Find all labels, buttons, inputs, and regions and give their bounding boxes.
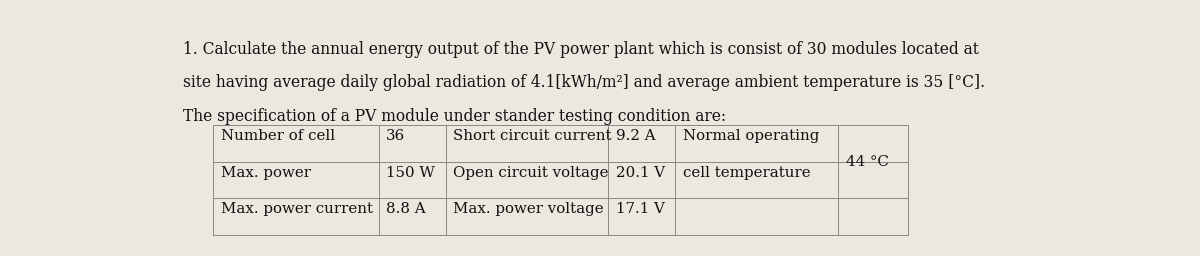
Text: 150 W: 150 W: [386, 166, 434, 180]
Text: Normal operating: Normal operating: [683, 129, 820, 143]
Text: Short circuit current: Short circuit current: [454, 129, 612, 143]
Text: 9.2 A: 9.2 A: [616, 129, 655, 143]
Text: 36: 36: [386, 129, 406, 143]
Text: 17.1 V: 17.1 V: [616, 202, 665, 216]
Text: Number of cell: Number of cell: [221, 129, 335, 143]
Text: 20.1 V: 20.1 V: [616, 166, 665, 180]
Text: 8.8 A: 8.8 A: [386, 202, 426, 216]
Text: Open circuit voltage: Open circuit voltage: [454, 166, 608, 180]
Text: The specification of a PV module under stander testing condition are:: The specification of a PV module under s…: [182, 108, 726, 125]
Text: site having average daily global radiation of 4.1[kWh/m²] and average ambient te: site having average daily global radiati…: [182, 74, 985, 91]
Text: 44 °C: 44 °C: [846, 155, 888, 169]
Text: Max. power: Max. power: [221, 166, 311, 180]
Text: 1. Calculate the annual energy output of the PV power plant which is consist of : 1. Calculate the annual energy output of…: [182, 41, 978, 58]
Text: Max. power voltage: Max. power voltage: [454, 202, 604, 216]
Text: Max. power current: Max. power current: [221, 202, 373, 216]
Text: cell temperature: cell temperature: [683, 166, 810, 180]
